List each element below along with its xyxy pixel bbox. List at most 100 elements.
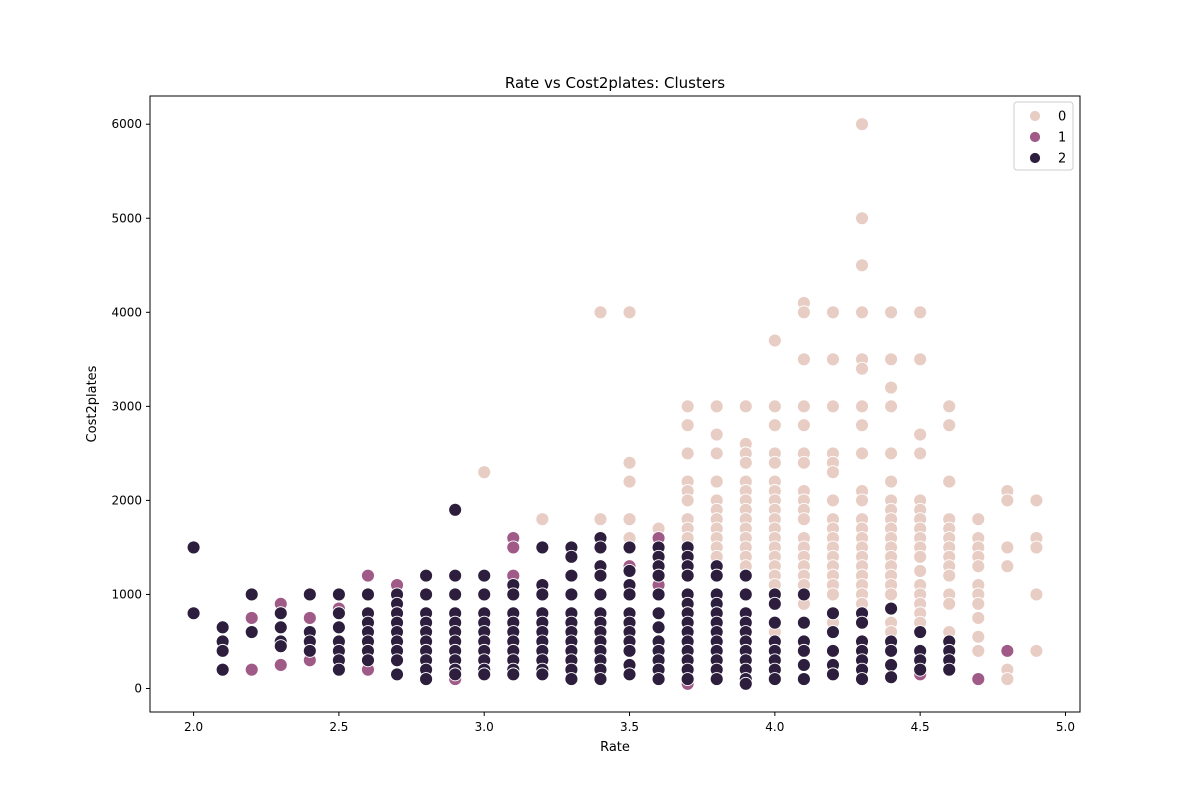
data-point xyxy=(680,672,695,687)
y-tick-label: 4000 xyxy=(111,305,142,319)
data-point xyxy=(593,587,608,602)
data-point xyxy=(884,643,899,658)
data-point xyxy=(535,540,550,555)
data-point xyxy=(942,568,957,583)
data-point xyxy=(186,606,201,621)
data-point xyxy=(826,465,840,480)
data-point xyxy=(884,474,899,489)
data-point xyxy=(564,568,579,583)
data-point xyxy=(855,672,869,687)
data-point xyxy=(855,615,869,630)
data-point xyxy=(942,418,957,433)
data-point xyxy=(1000,493,1015,508)
data-point xyxy=(331,620,346,635)
data-point xyxy=(971,611,986,625)
data-point xyxy=(361,568,375,583)
data-point xyxy=(448,502,463,517)
data-point xyxy=(826,493,840,508)
data-point xyxy=(855,446,869,461)
data-point xyxy=(738,455,753,470)
data-point xyxy=(855,418,869,433)
data-point xyxy=(767,333,782,348)
data-point xyxy=(419,587,434,602)
data-point xyxy=(709,474,724,489)
series-0 xyxy=(477,117,1044,687)
data-point xyxy=(796,512,811,527)
data-point xyxy=(390,667,404,682)
data-point xyxy=(1029,643,1044,658)
points-layer xyxy=(186,117,1044,691)
data-point xyxy=(826,625,840,640)
data-point xyxy=(826,305,840,320)
data-point xyxy=(738,568,753,583)
data-point xyxy=(215,620,230,635)
data-point xyxy=(622,474,637,489)
data-point xyxy=(361,653,375,668)
data-point xyxy=(244,662,259,677)
data-point xyxy=(448,667,463,682)
x-tick-label: 5.0 xyxy=(1056,720,1075,734)
data-point xyxy=(826,587,840,602)
data-point xyxy=(477,587,492,602)
data-point xyxy=(884,601,899,616)
data-point xyxy=(244,625,259,640)
data-point xyxy=(361,587,375,602)
data-point xyxy=(855,117,869,132)
data-point xyxy=(971,643,986,658)
data-point xyxy=(796,305,811,320)
data-point xyxy=(971,596,986,611)
data-point xyxy=(796,658,811,672)
data-point xyxy=(622,512,637,527)
data-point xyxy=(419,672,434,687)
data-point xyxy=(942,474,957,489)
data-point xyxy=(448,587,463,602)
data-point xyxy=(796,615,811,630)
legend-label: 1 xyxy=(1058,131,1066,146)
data-point xyxy=(855,399,869,414)
data-point xyxy=(855,211,869,226)
data-point xyxy=(477,568,492,583)
data-point xyxy=(331,606,346,621)
legend-marker xyxy=(1029,110,1041,122)
data-point xyxy=(738,399,753,414)
data-point xyxy=(1000,559,1015,574)
x-tick-label: 2.5 xyxy=(329,720,348,734)
data-point xyxy=(680,418,695,433)
data-point xyxy=(913,549,928,564)
data-point xyxy=(826,399,840,414)
x-tick-label: 4.0 xyxy=(765,720,784,734)
data-point xyxy=(884,399,899,414)
data-point xyxy=(855,493,869,508)
data-point xyxy=(884,352,899,367)
data-point xyxy=(942,596,957,611)
data-point xyxy=(186,540,201,555)
data-point xyxy=(767,455,782,470)
data-point xyxy=(215,662,230,677)
data-point xyxy=(855,258,869,273)
data-point xyxy=(913,352,928,367)
data-point xyxy=(796,455,811,470)
data-point xyxy=(1029,540,1044,555)
data-point xyxy=(477,667,492,682)
data-point xyxy=(535,512,550,527)
data-point xyxy=(796,643,811,658)
data-point xyxy=(302,611,317,625)
data-point xyxy=(680,568,695,583)
chart-title: Rate vs Cost2plates: Clusters xyxy=(505,74,725,92)
x-tick-label: 2.0 xyxy=(184,720,203,734)
data-point xyxy=(622,563,637,578)
data-point xyxy=(826,643,840,658)
data-point xyxy=(884,587,899,602)
y-tick-label: 1000 xyxy=(111,587,142,601)
y-tick-label: 2000 xyxy=(111,493,142,507)
data-point xyxy=(273,606,288,621)
data-point xyxy=(593,540,608,555)
data-point xyxy=(767,596,782,611)
data-point xyxy=(390,653,404,668)
data-point xyxy=(651,568,666,583)
data-point xyxy=(419,568,434,583)
y-tick-label: 6000 xyxy=(111,117,142,131)
legend-marker xyxy=(1029,131,1041,143)
data-point xyxy=(593,672,608,687)
y-axis-label: Cost2plates xyxy=(85,365,100,442)
